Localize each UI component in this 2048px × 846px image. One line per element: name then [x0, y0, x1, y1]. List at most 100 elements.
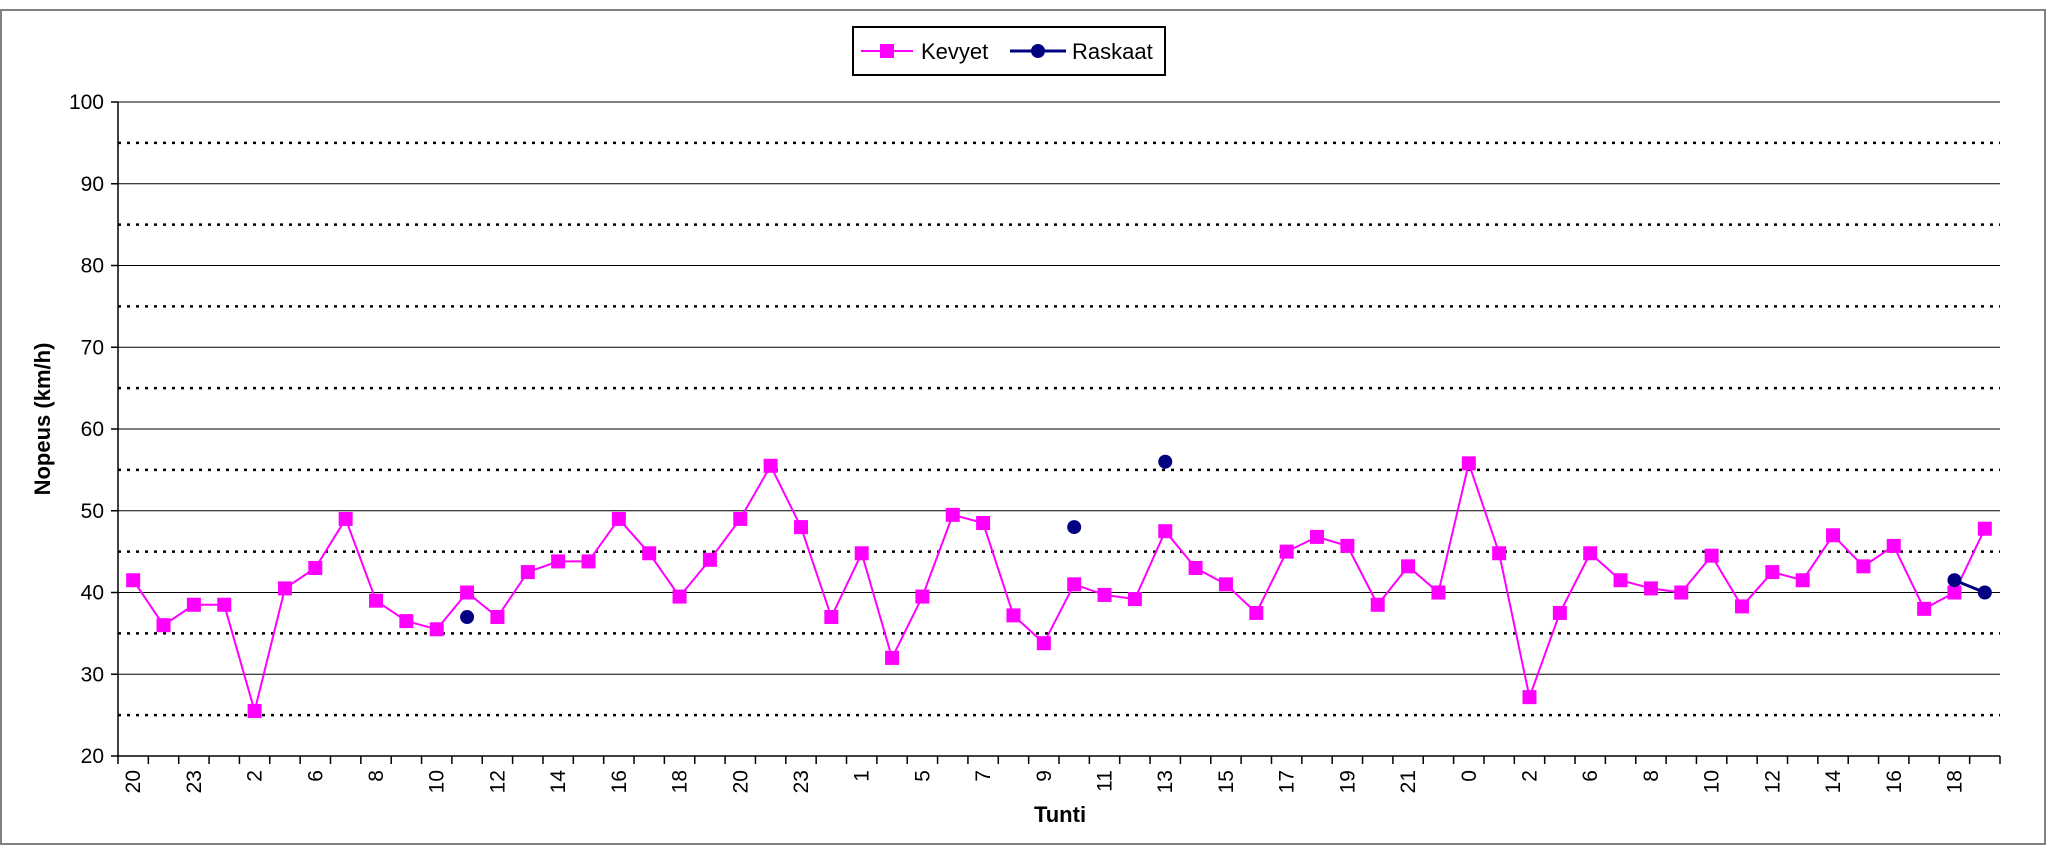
- raskaat-point: [460, 610, 475, 625]
- y-tick-label: 60: [81, 418, 104, 441]
- x-tick-label: 18: [1943, 770, 1966, 793]
- kevyet-point: [733, 511, 748, 526]
- x-tick-labels: 20 23 2 6 8 10 12 14 16 18 20 23 1 5 7 9 11 13 15 17 19 21 0 2 6…: [122, 770, 1966, 794]
- legend-kevyet-label: Kevyet: [921, 39, 988, 64]
- kevyet-point: [1340, 538, 1355, 553]
- kevyet-point: [308, 560, 323, 575]
- y-tick-label: 50: [81, 500, 104, 523]
- axes: [111, 101, 2001, 764]
- y-tick-label: 90: [81, 173, 104, 196]
- kevyet-point: [490, 610, 505, 625]
- legend-raskaat-marker: [1031, 44, 1045, 58]
- x-tick-label: 23: [790, 770, 813, 793]
- kevyet-point: [885, 650, 900, 665]
- chart-border: [0, 9, 2046, 845]
- legend-kevyet-marker: [880, 44, 894, 58]
- x-tick-label: 10: [1701, 770, 1724, 793]
- kevyet-point: [156, 618, 171, 633]
- kevyet-point: [1279, 544, 1294, 559]
- x-tick-label: 11: [1094, 770, 1117, 792]
- kevyet-point: [217, 597, 232, 612]
- kevyet-point: [1067, 577, 1082, 592]
- x-tick-label: 15: [1215, 770, 1238, 793]
- x-tick-label: 12: [486, 770, 509, 793]
- y-tick-labels: 20 30 40 50 60 70 80 90 100: [69, 91, 104, 768]
- kevyet-point: [1097, 587, 1112, 602]
- kevyet-point: [460, 585, 475, 600]
- x-tick-label: 2: [1519, 770, 1542, 782]
- kevyet-point: [1431, 585, 1446, 600]
- kevyet-point: [915, 589, 930, 604]
- kevyet-point: [763, 458, 778, 473]
- kevyet-point: [793, 520, 808, 535]
- series: [126, 454, 1992, 719]
- x-tick-label: 21: [1397, 770, 1420, 793]
- x-tick-label: 13: [1154, 770, 1177, 793]
- grid-lines: [118, 101, 2000, 717]
- kevyet-point: [1947, 585, 1962, 600]
- kevyet-point: [1249, 605, 1264, 620]
- kevyet-point: [1674, 585, 1689, 600]
- x-tick-label: 5: [911, 770, 934, 782]
- x-tick-label: 8: [365, 770, 388, 782]
- legend-raskaat-label: Raskaat: [1072, 39, 1153, 64]
- x-tick-label: 20: [122, 770, 145, 793]
- kevyet-point: [1310, 529, 1325, 544]
- raskaat-point: [1067, 520, 1082, 535]
- kevyet-point: [1826, 528, 1841, 543]
- kevyet-point: [1613, 573, 1628, 588]
- x-tick-label: 7: [972, 770, 995, 782]
- kevyet-point: [551, 554, 566, 569]
- kevyet-point: [824, 610, 839, 625]
- kevyet-point: [945, 507, 960, 522]
- kevyet-point: [1036, 636, 1051, 651]
- kevyet-point: [247, 704, 262, 719]
- y-tick-label: 40: [81, 582, 104, 605]
- x-tick-label: 23: [183, 770, 206, 793]
- kevyet-point: [672, 589, 687, 604]
- x-tick-label: 6: [1579, 770, 1602, 782]
- kevyet-point: [1734, 599, 1749, 614]
- kevyet-point: [642, 546, 657, 561]
- x-tick-label: 1: [851, 770, 874, 782]
- kevyet-point: [1188, 560, 1203, 575]
- x-tick-label: 14: [1822, 770, 1845, 794]
- kevyet-point: [1006, 608, 1021, 623]
- kevyet-point: [1765, 565, 1780, 580]
- kevyet-point: [702, 552, 717, 567]
- kevyet-point: [186, 597, 201, 612]
- kevyet-point: [1643, 581, 1658, 596]
- x-tick-label: 16: [608, 770, 631, 793]
- kevyet-point: [1704, 548, 1719, 563]
- kevyet-point: [520, 565, 535, 580]
- y-axis-title: Nopeus (km/h): [30, 343, 55, 496]
- kevyet-point: [126, 573, 141, 588]
- kevyet-point: [1127, 592, 1142, 607]
- x-tick-label: 9: [1033, 770, 1056, 782]
- raskaat-point: [1977, 585, 1992, 600]
- kevyet-point: [429, 622, 444, 637]
- kevyet-point: [1977, 521, 1992, 536]
- legend: Kevyet Raskaat: [852, 26, 1166, 76]
- x-tick-label: 12: [1761, 770, 1784, 793]
- kevyet-point: [581, 554, 596, 569]
- kevyet-point: [1856, 559, 1871, 574]
- kevyet-point: [611, 511, 626, 526]
- kevyet-point: [1795, 573, 1810, 588]
- x-tick-label: 19: [1336, 770, 1359, 793]
- x-tick-label: 20: [729, 770, 752, 793]
- x-tick-label: 14: [547, 770, 570, 794]
- kevyet-point: [1492, 546, 1507, 561]
- x-tick-label: 0: [1458, 770, 1481, 782]
- kevyet-point: [277, 581, 292, 596]
- kevyet-point: [976, 516, 991, 531]
- kevyet-point: [1583, 546, 1598, 561]
- y-tick-label: 100: [69, 91, 104, 114]
- kevyet-point: [1401, 559, 1416, 574]
- y-tick-label: 80: [81, 255, 104, 278]
- kevyet-point: [854, 546, 869, 561]
- x-axis-title: Tunti: [1034, 802, 1086, 827]
- kevyet-point: [1370, 597, 1385, 612]
